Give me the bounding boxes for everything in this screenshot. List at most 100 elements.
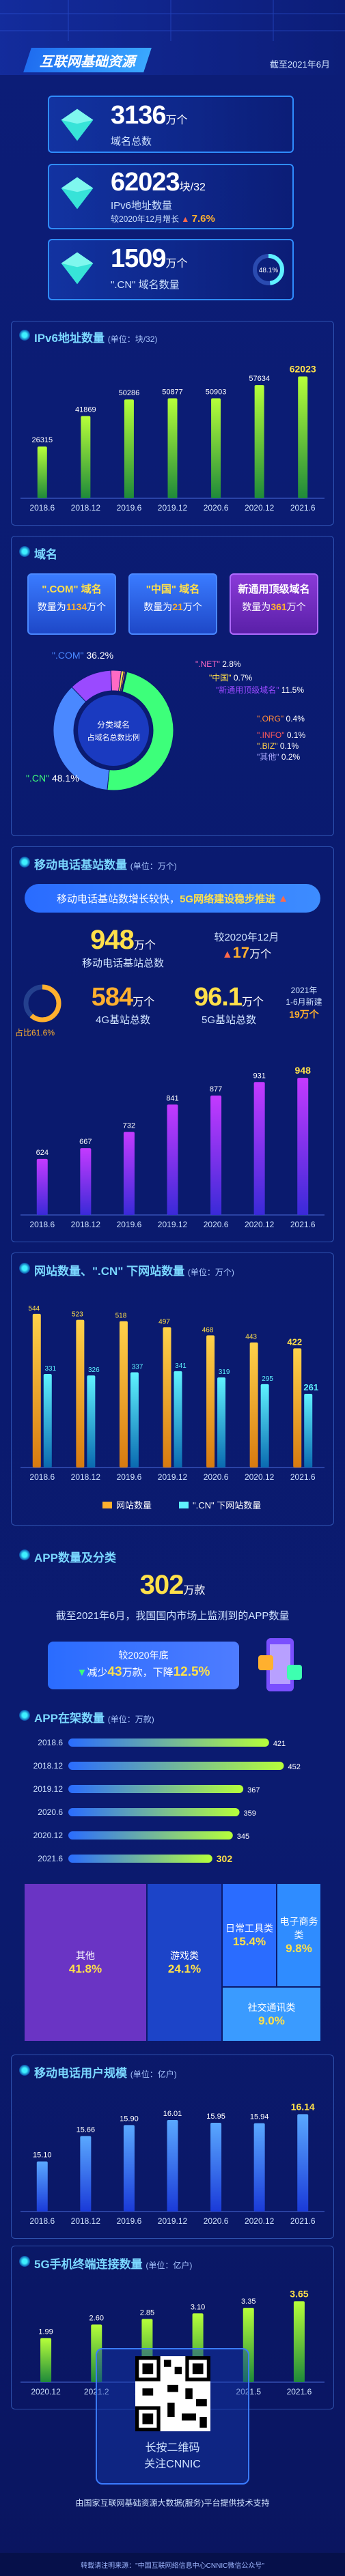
kpi-ipv6-value: 62023 (111, 168, 180, 197)
kpi-cn-card: 1509万个 ".CN" 域名数量 48.1% (48, 239, 294, 300)
domain-card-com-name: ".COM" 域名 (42, 584, 102, 595)
tick-label-2019.12: 2019.12 (158, 503, 188, 513)
bar-2018.12-series1 (87, 1375, 96, 1468)
kpi-cn-share: 48.1% (259, 267, 278, 274)
tick-label-2019.12: 2019.12 (158, 1472, 188, 1482)
value-label-2020.12-series0: 443 (245, 1334, 257, 1341)
kpi-ipv6-note: 较2020年12月增长 (111, 214, 180, 224)
value-label-2018.12: 452 (288, 1763, 300, 1771)
users-title: 移动电话用户规模 (单位：亿户) (34, 2067, 177, 2080)
section-bullet-icon (19, 330, 30, 341)
value-label-2020.6-series0: 468 (202, 1326, 214, 1334)
qr-caption: 长按二维码 关注CNNIC (144, 2442, 201, 2470)
section-bullet-icon (19, 2065, 30, 2076)
bar-2019.12 (167, 398, 178, 498)
tick-label-2019.12: 2019.12 (158, 2216, 188, 2226)
section-bullet-icon (19, 857, 30, 868)
bar-2020.12 (68, 1831, 233, 1840)
stations-title: 移动电话基站数量 (单位：万个) (34, 859, 177, 872)
value-label-2021.3: 2.85 (140, 2308, 154, 2317)
tick-label-2018.6: 2018.6 (29, 1472, 55, 1482)
footer-source: 转载请注明来源："中国互联网络信息中心CNNIC微信公众号" (81, 2562, 264, 2570)
value-label-2018.12: 15.66 (77, 2126, 96, 2134)
section-bullet-icon (19, 546, 30, 557)
bar-2021.6 (298, 376, 308, 498)
slice-label-8: "其他" 0.2% (257, 752, 301, 762)
users-bar-chart: 15.10 2018.6 15.66 2018.12 15.90 2019.6 16.01 2… (20, 2101, 325, 2226)
value-label-2018.12: 667 (79, 1138, 92, 1146)
value-label-2018.6-series1: 331 (44, 1365, 56, 1373)
value-label-2021.6: 62023 (290, 363, 316, 374)
tick-label-2021.6: 2021.6 (290, 503, 316, 513)
slice-0 (107, 671, 174, 791)
value-label-2020.12-series1: 295 (262, 1375, 273, 1383)
value-label-2018.12: 41869 (75, 405, 96, 414)
bar-2019.6 (123, 2125, 135, 2212)
value-label-2018.6: 421 (273, 1740, 286, 1748)
page-title-badge: 互联网基础资源 (23, 48, 152, 72)
value-label-2021.4: 3.10 (191, 2303, 205, 2311)
value-label-2019.6: 732 (123, 1121, 135, 1130)
tick-label-2018.6: 2018.6 (29, 2216, 55, 2226)
tick-label-2018.12: 2018.12 (71, 2216, 101, 2226)
bar-2020.12 (253, 1082, 265, 1215)
domain-card-china-name: "中国" 域名 (146, 584, 200, 595)
fiveg-title: 5G手机终端连接数量 (单位：亿户) (34, 2258, 193, 2271)
tick-label-2019.6: 2019.6 (117, 503, 142, 513)
value-label-2019.12: 367 (247, 1786, 260, 1794)
users-section-frame (11, 2055, 334, 2239)
bar-2018.6 (36, 1158, 48, 1215)
bar-2020.6-series1 (217, 1377, 226, 1468)
value-label-2018.6: 26315 (31, 436, 53, 444)
up-arrow-icon: ▲ (278, 892, 288, 904)
bar-2018.12-series0 (76, 1319, 85, 1468)
fourg-share: 占比61.6% (15, 1028, 55, 1037)
diamond-icon (61, 252, 94, 285)
tick-label-2020.12: 2020.12 (245, 503, 275, 513)
bar-2018.12 (80, 2136, 92, 2212)
donut-center-line1: 分类域名 (97, 719, 130, 730)
domain-card-com: ".COM" 域名 数量为1134万个 (27, 573, 116, 635)
slice-label-6: ".INFO" 0.1% (257, 730, 306, 740)
bar-2019.12 (167, 2120, 178, 2212)
stations-increase-block: 较2020年12月 ▲17万个 (214, 932, 279, 961)
cn-share-ring: 48.1% (253, 254, 284, 285)
value-label-2021.6: 3.65 (290, 2288, 308, 2299)
up-arrow-icon: ▲ (181, 214, 190, 224)
section-bullet-icon (19, 1263, 30, 1274)
bar-2018.6 (68, 1738, 269, 1747)
value-label-2020.6: 50903 (206, 388, 227, 396)
apps-hbar-chart: 2018.6 421 2018.12 452 2019.12 367 2020.6 359 20… (33, 1738, 301, 1864)
bar-2020.6 (211, 398, 221, 498)
kpi-ipv6-label: IPv6地址数量 (111, 200, 173, 212)
kpi-domains-unit: 万个 (165, 115, 188, 126)
apps-total: 302万款 (139, 1570, 206, 1600)
domain-section-frame (11, 536, 334, 836)
slice-label-4: "中国" 0.7% (209, 672, 253, 683)
value-label-2019.12: 50877 (162, 388, 183, 397)
bar-2019.12-series1 (174, 1371, 182, 1468)
apps-compare-box: 较2020年底 ▼减少43万款，下降12.5% (48, 1642, 239, 1689)
tick-label-2021.6: 2021.6 (290, 1220, 316, 1229)
qr-code-icon[interactable] (135, 2356, 210, 2431)
kpi-ipv6-unit: 块/32 (179, 182, 206, 193)
ipv6-section-frame (11, 321, 334, 526)
slice-label-5: ".ORG" 0.4% (257, 714, 305, 724)
value-label-2020.6: 15.95 (206, 2113, 225, 2121)
value-label-2020.12: 15.94 (250, 2113, 269, 2121)
bar-2018.6-series1 (43, 1374, 52, 1468)
bar-2018.6 (36, 2161, 48, 2212)
value-label-2019.6-series1: 337 (132, 1364, 143, 1371)
slice-label-0: ".CN" 48.1% (26, 773, 79, 784)
ipv6-title: IPv6地址数量 (单位：块/32) (34, 332, 158, 345)
diamond-icon (61, 177, 94, 210)
tick-label-2018.12: 2018.12 (71, 1472, 101, 1482)
apps-desc: 截至2021年6月，我国国内市场上监测到的APP数量 (55, 1610, 290, 1622)
value-label-2020.6: 877 (210, 1085, 222, 1093)
bar-2020.12-series1 (260, 1384, 269, 1468)
fiveg-block: 96.1万个 5G基站总数 (194, 983, 264, 1026)
legend-cn-websites: ".CN" 下网站数量 (193, 1500, 262, 1511)
bar-2019.6 (123, 1132, 135, 1215)
